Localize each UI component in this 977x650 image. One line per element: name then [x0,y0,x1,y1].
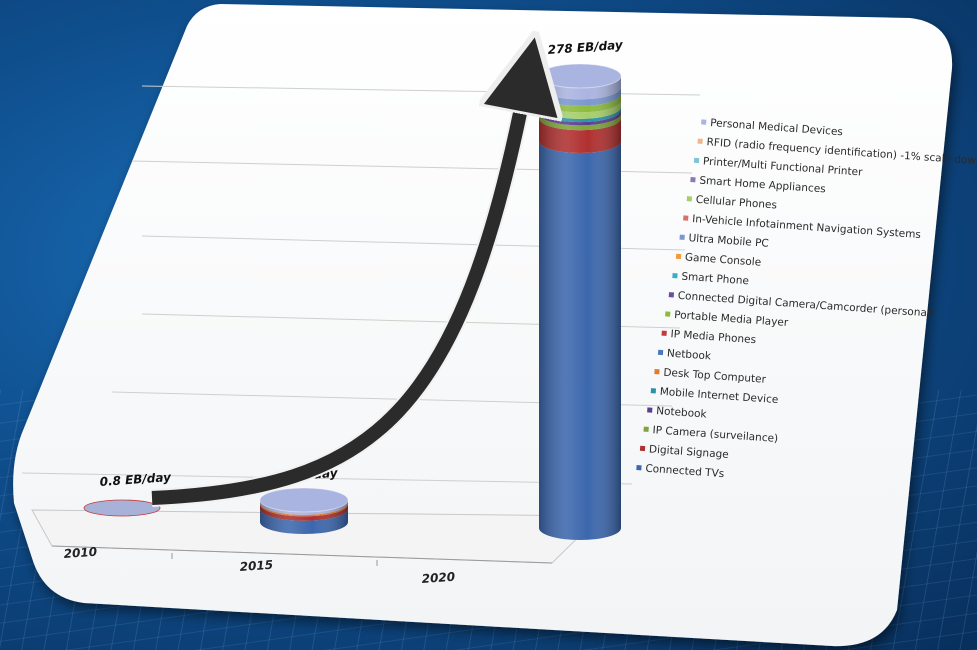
legend-swatch [697,138,703,144]
trend-arrow [151,78,527,505]
x-tick-label-2010: 2010 [63,545,97,561]
bar-top [538,63,622,89]
legend-label: Digital Signage [649,443,730,461]
bar-2010 [83,499,161,517]
legend-swatch [672,272,678,279]
bar-2015 [259,487,349,534]
legend-item-12: Netbook [657,347,713,363]
legend-swatch [690,176,696,183]
legend-item-15: Notebook [647,405,708,421]
legend-swatch [661,330,667,336]
legend-swatch [679,234,685,240]
legend-swatch [693,157,700,164]
legend-label: Game Console [685,251,762,268]
bar-2020 [538,63,622,541]
legend-label: IP Media Phones [670,328,756,346]
legend-label: Notebook [656,405,708,421]
legend-item-18: Connected TVs [636,463,725,480]
legend-swatch [675,253,682,260]
legend-swatch [686,196,693,202]
data-label-2020: 278 EB/day [547,38,624,57]
legend-label: Ultra Mobile PC [688,232,769,250]
bar-top [259,487,349,513]
legend-item-7: Game Console [675,251,762,269]
legend-swatch [643,426,649,432]
x-tick-label-2020: 2020 [421,570,455,586]
legend-swatch [701,119,707,125]
legend-swatch [668,292,675,298]
legend-label: Cellular Phones [695,194,777,212]
legend-swatch [665,311,671,317]
legend-item-8: Smart Phone [672,271,749,288]
legend-swatch [636,464,642,471]
x-axis-line [51,545,553,564]
legend-label: Netbook [667,347,713,362]
legend-swatch [639,445,646,452]
legend-label: Smart Phone [681,271,749,288]
legend-swatch [657,349,664,356]
legend-item-4: Cellular Phones [686,194,777,212]
bar-shading [539,76,621,540]
legend-item-17: Digital Signage [639,443,730,461]
data-label-2010: 0.8 EB/day [99,470,172,489]
legend-swatch [683,215,689,221]
legend-swatch [647,407,653,413]
legend-label: Connected TVs [645,463,725,480]
legend-swatch [650,388,657,394]
legend-swatch [654,368,660,375]
gridline-5 [21,472,633,485]
legend-item-6: Ultra Mobile PC [679,232,769,250]
legend-item-11: IP Media Phones [661,328,756,346]
x-tick-label-2015: 2015 [239,558,273,574]
